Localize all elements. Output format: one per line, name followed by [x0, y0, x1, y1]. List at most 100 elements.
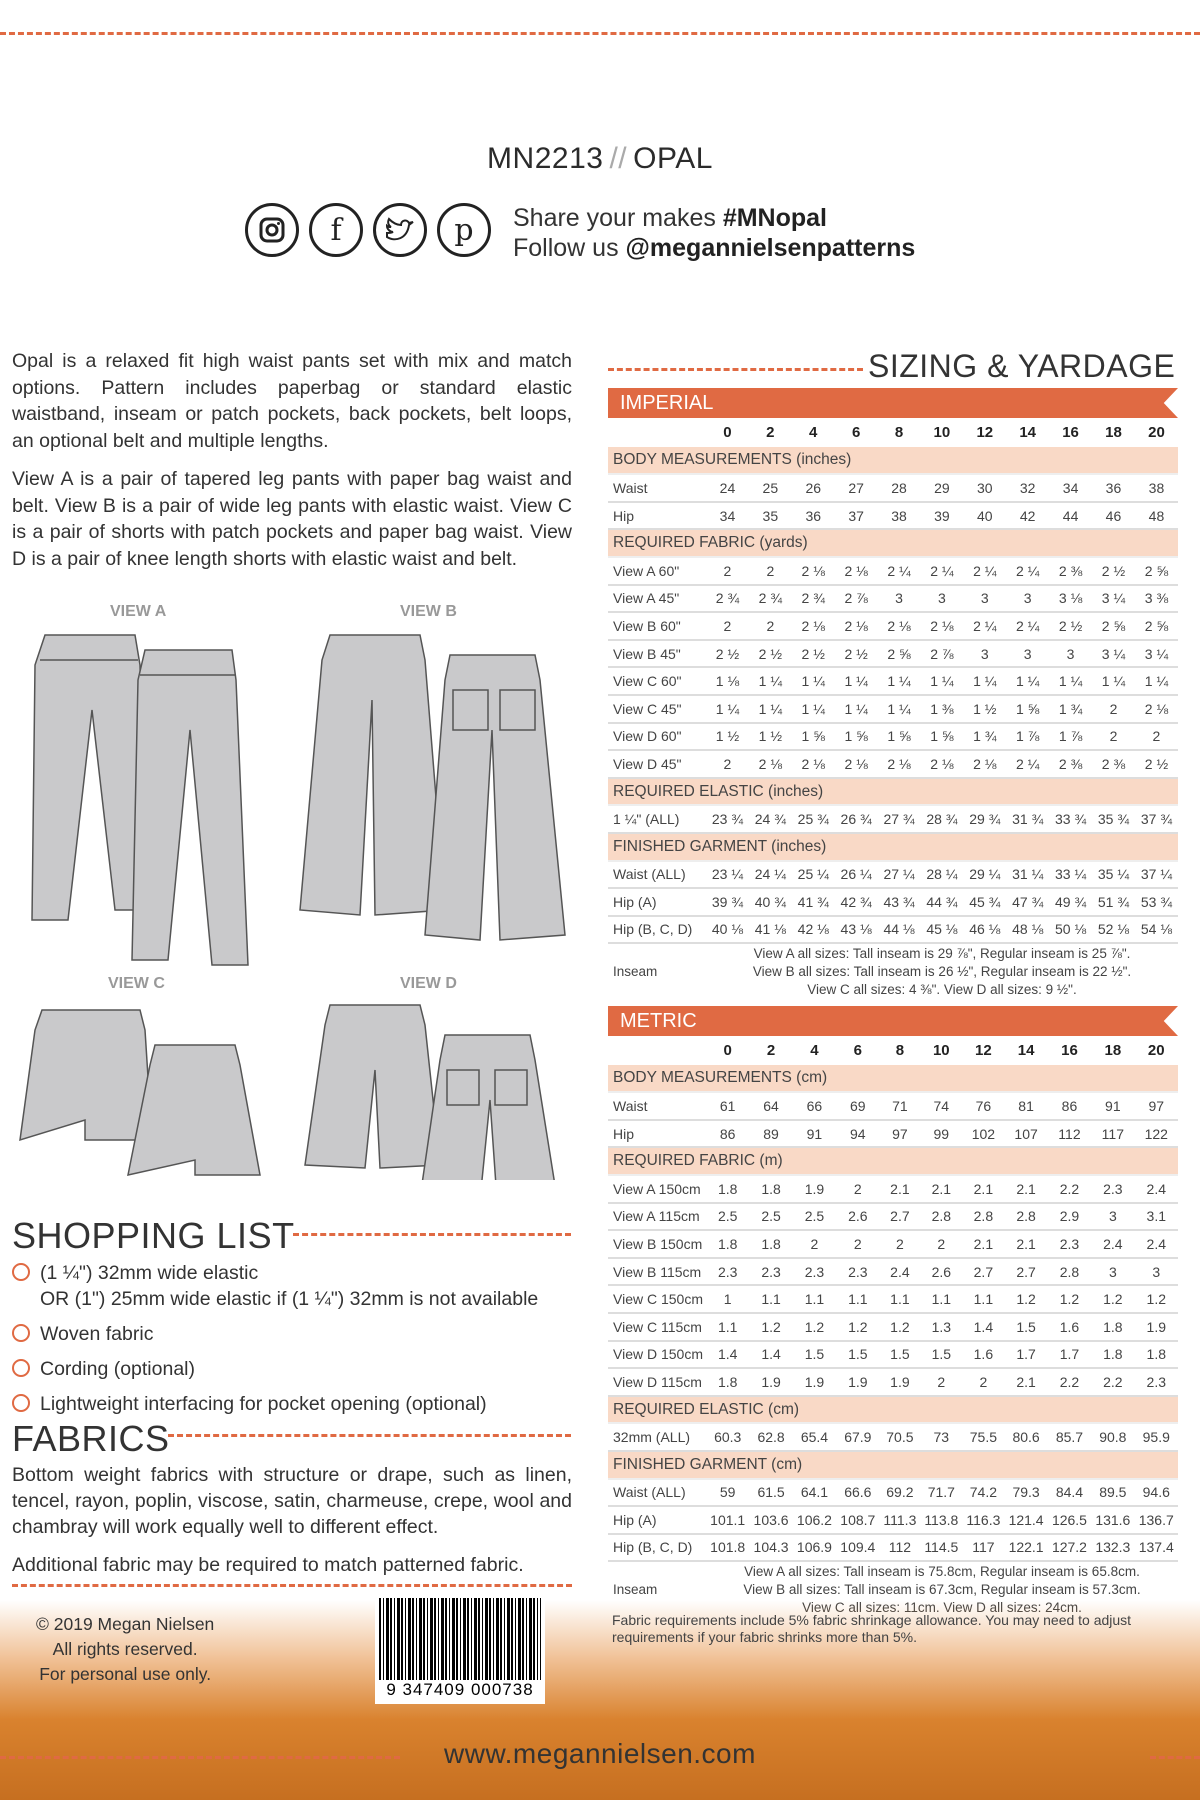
- page-title: MN2213//OPAL: [487, 142, 713, 175]
- row-label: View D 45": [608, 750, 706, 779]
- table-cell: 45 ⅛: [920, 915, 964, 945]
- table-cell: 1 ¼: [1134, 667, 1178, 696]
- table-cell: 2: [836, 1230, 880, 1259]
- table-cell: 1.7: [1004, 1340, 1048, 1370]
- table-cell: 59: [706, 1478, 750, 1508]
- table-cell: 1.4: [962, 1312, 1005, 1342]
- table-cell: 2 ¾: [748, 584, 792, 614]
- table-cell: 48 ⅛: [1006, 915, 1050, 945]
- list-item[interactable]: (1 ¼") 32mm wide elastic OR (1") 25mm wi…: [12, 1260, 572, 1312]
- table-cell: 1.2: [1047, 1285, 1092, 1314]
- table-cell: 1 ⅞: [1049, 722, 1093, 752]
- row-label: View D 150cm: [608, 1340, 706, 1370]
- table-cell: 114.5: [920, 1533, 963, 1563]
- table-cell: 28 ¾: [920, 805, 964, 834]
- view-c-label: VIEW C: [108, 975, 165, 992]
- table-cell: 2: [879, 1230, 921, 1259]
- section-title: REQUIRED FABRIC (yards): [608, 529, 1178, 558]
- pinterest-icon[interactable]: p: [437, 203, 491, 257]
- size-header: 12: [976, 424, 994, 442]
- view-d-label: VIEW D: [400, 975, 457, 992]
- table-cell: 1.1: [962, 1285, 1005, 1314]
- table-cell: 85.7: [1047, 1423, 1092, 1452]
- table-cell: 3: [1006, 584, 1050, 614]
- row-label: Waist (ALL): [608, 860, 706, 890]
- table-cell: 2 ½: [1092, 556, 1135, 586]
- table-cell: 3.1: [1134, 1202, 1178, 1232]
- table-cell: 42 ¾: [834, 888, 878, 917]
- garment-illustrations: [19, 634, 566, 1180]
- table-cell: 2.5: [792, 1202, 837, 1232]
- table-cell: 1.5: [920, 1340, 963, 1370]
- table-cell: 31 ¾: [1006, 805, 1050, 834]
- table-cell: 109.4: [836, 1533, 880, 1563]
- size-header: 20: [1148, 424, 1165, 442]
- website-link[interactable]: www.megannielsen.com: [444, 1738, 756, 1769]
- list-item[interactable]: Cording (optional): [12, 1356, 572, 1382]
- table-cell: 131.6: [1091, 1506, 1135, 1535]
- list-item[interactable]: Woven fabric: [12, 1321, 572, 1347]
- table-cell: 1.8: [749, 1174, 793, 1204]
- table-cell: 2.7: [962, 1257, 1005, 1287]
- table-cell: 2: [792, 1230, 837, 1259]
- checkbox-circle-icon[interactable]: [12, 1263, 30, 1281]
- table-cell: 1 ½: [706, 722, 749, 752]
- instagram-icon[interactable]: [245, 203, 299, 257]
- table-cell: 1 ⅝: [834, 722, 878, 752]
- table-cell: 1 ¼: [834, 667, 878, 696]
- table-cell: 1.5: [792, 1340, 837, 1370]
- table-cell: 30: [963, 474, 1007, 503]
- table-cell: 2 ¼: [963, 612, 1007, 641]
- table-cell: 27 ¼: [877, 860, 921, 890]
- table-cell: 2 ⅛: [920, 612, 964, 641]
- table-cell: 3: [1134, 1257, 1178, 1287]
- table-cell: 112: [1047, 1119, 1092, 1149]
- size-header: 8: [895, 1042, 905, 1060]
- table-cell: 41 ⅛: [748, 915, 792, 945]
- table-cell: 1 ⅞: [1006, 722, 1050, 752]
- table-cell: 1.7: [1047, 1340, 1092, 1370]
- table-cell: 69.2: [879, 1478, 921, 1508]
- twitter-icon[interactable]: [373, 203, 427, 257]
- table-cell: 1 ⅝: [877, 722, 921, 752]
- table-cell: 74: [920, 1092, 963, 1121]
- table-cell: 54 ⅛: [1134, 915, 1178, 945]
- table-cell: 2: [1092, 694, 1135, 724]
- table-cell: 40: [963, 501, 1007, 531]
- table-cell: 37: [834, 501, 878, 531]
- view-d-drawing: [304, 1004, 555, 1180]
- facebook-icon[interactable]: f: [309, 203, 363, 257]
- size-header: 14: [1019, 424, 1037, 442]
- table-cell: 36: [1092, 474, 1135, 503]
- table-cell: 44 ⅛: [877, 915, 921, 945]
- checkbox-circle-icon[interactable]: [12, 1324, 30, 1342]
- table-cell: 1.4: [749, 1340, 793, 1370]
- section-title: REQUIRED ELASTIC (inches): [608, 777, 1178, 807]
- table-row: Waist (ALL) 59 61.5 64.1 66.6 69.2 71.7 74.2 79.…: [608, 1478, 1178, 1508]
- table-cell: 36: [791, 501, 835, 531]
- table-cell: 1.5: [879, 1340, 921, 1370]
- table-cell: 1 ¼: [963, 667, 1007, 696]
- table-cell: 2.1: [920, 1174, 963, 1204]
- list-item[interactable]: Lightweight interfacing for pocket openi…: [12, 1391, 572, 1417]
- table-cell: 1.8: [1091, 1312, 1135, 1342]
- table-cell: 86: [706, 1119, 750, 1149]
- table-cell: 101.8: [706, 1533, 750, 1563]
- table-cell: 107: [1004, 1119, 1048, 1149]
- table-cell: 2.1: [1004, 1230, 1048, 1259]
- table-cell: 67.9: [836, 1423, 880, 1452]
- table-cell: 2.5: [749, 1202, 793, 1232]
- copyright: © 2019 Megan Nielsen All rights reserved…: [36, 1614, 215, 1684]
- section-row: FINISHED GARMENT (cm): [608, 1450, 1178, 1480]
- section-row: FINISHED GARMENT (inches): [608, 832, 1178, 862]
- table-cell: 80.6: [1004, 1423, 1048, 1452]
- checkbox-circle-icon[interactable]: [12, 1359, 30, 1377]
- table-cell: 2.1: [879, 1174, 921, 1204]
- table-cell: 1.1: [792, 1285, 837, 1314]
- size-header: 16: [1061, 1042, 1078, 1060]
- table-cell: 42: [1006, 501, 1050, 531]
- metric-banner: METRIC: [608, 1006, 1178, 1036]
- checkbox-circle-icon[interactable]: [12, 1394, 30, 1412]
